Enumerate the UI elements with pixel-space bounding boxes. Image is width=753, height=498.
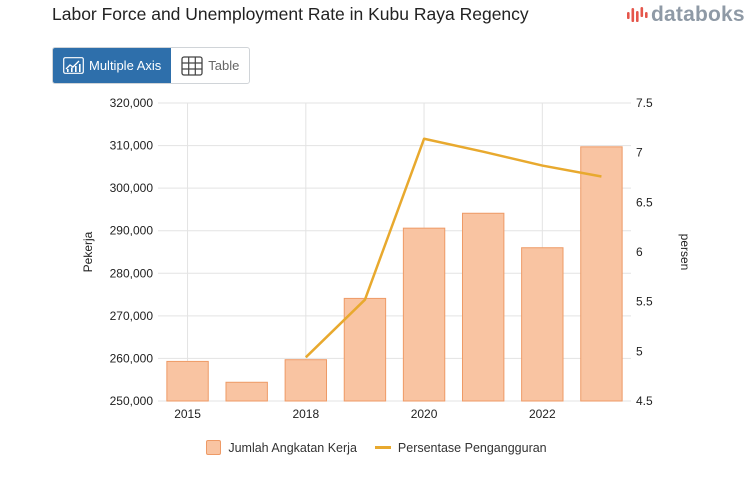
y-right-axis-title: persen <box>678 234 692 271</box>
x-tick-label: 2020 <box>411 407 438 421</box>
y-right-tick-label: 7.5 <box>636 96 653 110</box>
legend-line-swatch <box>374 446 391 449</box>
y-right-tick-label: 5.5 <box>636 295 653 309</box>
bar-labor-force <box>461 212 505 402</box>
y-right-tick-label: 7 <box>636 146 643 160</box>
bar-labor-force <box>225 381 268 402</box>
databoks-logo-text: databoks <box>651 3 745 26</box>
tab-table-label: Table <box>208 58 240 73</box>
bar-labor-force <box>166 360 209 402</box>
x-tick-label: 2018 <box>292 407 319 421</box>
y-right-tick-label: 5 <box>636 344 643 358</box>
legend-label-labor-force: Jumlah Angkatan Kerja <box>228 440 357 455</box>
y-left-tick-label: 270,000 <box>110 309 154 323</box>
bar-labor-force <box>402 227 446 402</box>
legend-item-unemployment[interactable]: Persentase Pengangguran <box>374 440 547 455</box>
y-left-tick-label: 310,000 <box>110 139 154 153</box>
x-tick-label: 2022 <box>529 407 556 421</box>
legend-item-labor-force[interactable]: Jumlah Angkatan Kerja <box>206 440 357 455</box>
table-icon <box>181 55 203 76</box>
y-right-tick-label: 4.5 <box>636 394 653 408</box>
y-left-tick-label: 320,000 <box>110 96 154 110</box>
y-left-tick-label: 250,000 <box>110 394 154 408</box>
combo-chart: 250,000 260,000 270,000 280,000 290,000 300,0… <box>81 96 692 421</box>
chart-legend: Jumlah Angkatan Kerja Persentase Pengang… <box>0 440 753 455</box>
legend-bar-swatch <box>206 440 222 455</box>
y-left-tick-label: 300,000 <box>110 181 154 195</box>
tab-multiple-axis[interactable]: Multiple Axis <box>53 48 172 83</box>
y-left-tick-label: 280,000 <box>110 266 154 280</box>
view-tabs: Multiple Axis Table <box>52 47 251 84</box>
legend-label-unemployment: Persentase Pengangguran <box>397 440 547 455</box>
bar-labor-force <box>284 359 328 402</box>
x-tick-label: 2015 <box>174 407 201 421</box>
y-left-tick-label: 290,000 <box>110 224 154 238</box>
databoks-logo-icon <box>627 7 648 22</box>
chart-title: Labor Force and Unemployment Rate in Kub… <box>52 4 529 24</box>
line-unemployment <box>304 137 602 359</box>
bar-labor-force <box>580 146 623 402</box>
y-right-tick-label: 6 <box>636 245 643 259</box>
y-left-axis-title: Pekerja <box>81 231 95 272</box>
y-left-tick-label: 260,000 <box>110 351 154 365</box>
y-right-tick-label: 6.5 <box>636 195 653 209</box>
databoks-logo[interactable]: databoks <box>626 3 745 27</box>
tab-multiple-axis-label: Multiple Axis <box>89 58 162 73</box>
bar-labor-force <box>343 297 387 402</box>
tab-table[interactable]: Table <box>171 48 249 83</box>
chart-icon <box>63 57 84 74</box>
bar-labor-force <box>521 247 564 402</box>
